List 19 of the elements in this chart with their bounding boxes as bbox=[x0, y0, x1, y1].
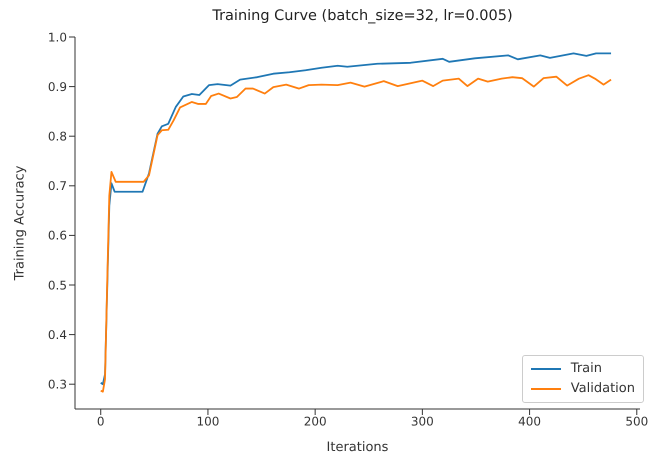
x-axis-title: Iterations bbox=[326, 440, 389, 455]
y-tick-label: 1.0 bbox=[48, 30, 67, 44]
x-tick-label: 200 bbox=[304, 414, 327, 429]
x-tick-label: 300 bbox=[410, 414, 434, 429]
y-tick-label: 0.5 bbox=[48, 278, 67, 292]
x-tick-label: 400 bbox=[518, 414, 542, 429]
chart-title: Training Curve (batch_size=32, lr=0.005) bbox=[211, 8, 514, 24]
x-tick-label: 0 bbox=[96, 414, 105, 429]
legend-label: Validation bbox=[570, 380, 635, 398]
y-tick-label: 0.3 bbox=[48, 377, 67, 392]
y-tick-label: 0.8 bbox=[48, 129, 67, 144]
y-tick-label: 0.4 bbox=[48, 328, 67, 342]
y-tick-label: 0.9 bbox=[48, 80, 67, 94]
y-tick-label: 0.6 bbox=[48, 228, 67, 243]
x-tick-label: 100 bbox=[196, 414, 220, 429]
x-tick-label: 500 bbox=[625, 414, 648, 429]
y-tick-label: 0.7 bbox=[48, 179, 67, 194]
legend-label: Train bbox=[570, 360, 602, 378]
y-axis-title: Training Accuracy bbox=[12, 165, 28, 282]
